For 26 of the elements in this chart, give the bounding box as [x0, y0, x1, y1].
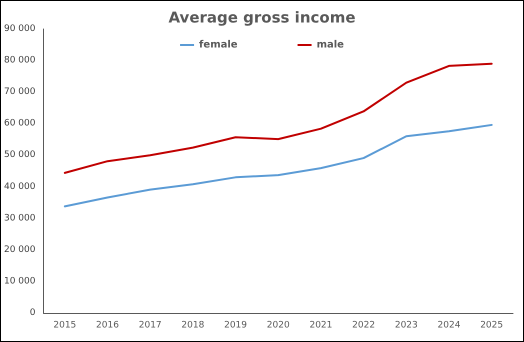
y-tick-label: 70 000 — [4, 87, 36, 98]
line-series — [64, 62, 493, 174]
y-tick-label: 40 000 — [4, 182, 36, 192]
y-tick-label: 50 000 — [4, 150, 36, 160]
legend-label: female — [199, 40, 238, 50]
x-tick-label: 2016 — [96, 320, 120, 330]
chart-title: Average gross income — [168, 8, 356, 26]
y-tick-label: 60 000 — [4, 118, 36, 129]
x-tick-label: 2018 — [181, 320, 205, 330]
x-tick-label: 2025 — [480, 320, 504, 330]
y-tick-label: 30 000 — [4, 213, 36, 224]
x-tick-label: 2021 — [309, 320, 332, 330]
y-tick-label: 80 000 — [4, 56, 36, 66]
line-series — [64, 124, 493, 208]
x-tick-label: 2017 — [138, 320, 162, 330]
y-tick-label: 20 000 — [4, 244, 36, 255]
y-tick-label: 10 000 — [4, 276, 36, 286]
x-tick-label: 2024 — [438, 320, 461, 330]
x-tick-label: 2022 — [352, 320, 376, 330]
y-tick-label: 0 — [30, 308, 36, 318]
x-tick-label: 2015 — [53, 320, 76, 330]
legend-label: male — [316, 40, 344, 50]
x-tick-label: 2020 — [266, 320, 290, 330]
x-tick-label: 2019 — [224, 320, 248, 330]
y-tick-label: 90 000 — [4, 24, 36, 34]
x-tick-label: 2023 — [394, 320, 418, 330]
